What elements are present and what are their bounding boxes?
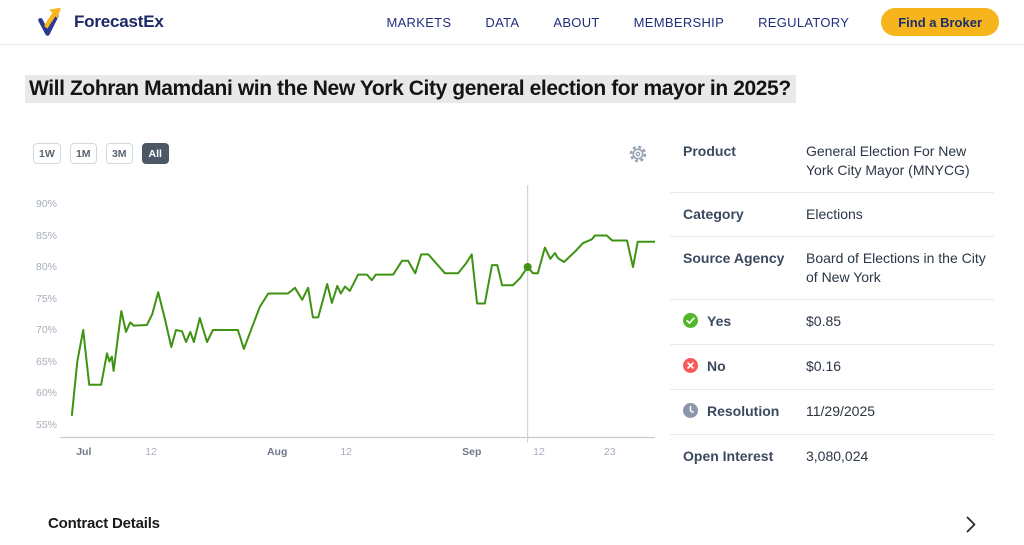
nav-item-about[interactable]: ABOUT <box>553 14 600 30</box>
row-value: 11/29/2025 <box>806 403 876 419</box>
x-tick-label-23: 23 <box>603 446 616 458</box>
info-row-no: No $0.16 <box>670 344 994 389</box>
price-line-series <box>70 234 655 416</box>
row-value: Elections <box>806 206 863 222</box>
gear-icon[interactable] <box>628 144 648 164</box>
row-label: Yes <box>683 312 806 332</box>
range-button-all[interactable]: All <box>141 143 169 164</box>
range-button-1m[interactable]: 1M <box>69 143 97 164</box>
nav-item-markets[interactable]: MARKETS <box>386 14 452 30</box>
info-row-yes: Yes $0.85 <box>670 299 994 344</box>
y-tick-label: 65% <box>35 355 57 368</box>
nav-item-membership[interactable]: MEMBERSHIP <box>633 14 725 30</box>
x-tick-label-12: 12 <box>533 446 545 458</box>
brand-name: ForecastEx <box>74 12 164 31</box>
row-label: Resolution <box>683 402 806 422</box>
row-label: No <box>683 357 806 377</box>
find-a-broker-button[interactable]: Find a Broker <box>881 8 999 36</box>
forecastex-logo-icon <box>38 7 61 36</box>
row-label: Product <box>683 143 736 159</box>
row-label: Source Agency <box>683 250 785 266</box>
nav-item-regulatory[interactable]: REGULATORY <box>758 14 850 30</box>
page-title: Will Zohran Mamdani win the New York Cit… <box>25 74 1015 104</box>
row-value: $0.85 <box>806 313 842 329</box>
y-tick-label: 55% <box>35 418 57 431</box>
y-tick-label: 90% <box>35 198 57 210</box>
contract-details-row[interactable]: Contract Details <box>0 510 1024 544</box>
info-row-resolution: Resolution 11/29/2025 <box>670 389 994 434</box>
y-tick-label: 85% <box>35 229 57 242</box>
row-value: General Election For New York City Mayor… <box>806 143 970 178</box>
row-value: 3,080,024 <box>806 448 869 464</box>
y-tick-label: 80% <box>35 261 57 273</box>
range-button-3m[interactable]: 3M <box>105 143 133 164</box>
brand-logo[interactable]: ForecastEx <box>36 6 164 38</box>
top-header: ForecastEx MARKETS DATA ABOUT MEMBERSHIP REG… <box>0 0 1024 45</box>
x-tick-label-aug: Aug <box>266 446 288 458</box>
x-circle-icon <box>683 357 698 377</box>
x-tick-label-sep: Sep <box>462 446 482 458</box>
x-tick-label-jul: Jul <box>76 446 92 458</box>
range-button-1w[interactable]: 1W <box>33 143 61 164</box>
hover-point-dot <box>523 263 532 271</box>
chart-plot-area[interactable] <box>60 185 655 451</box>
market-info-panel: Product General Election For New York Cit… <box>670 130 994 478</box>
info-row-product: Product General Election For New York Cit… <box>670 130 994 192</box>
row-label: Category <box>683 206 744 222</box>
y-tick-label: 60% <box>35 387 57 399</box>
row-label: Open Interest <box>683 448 774 464</box>
nav-item-data[interactable]: DATA <box>485 14 520 30</box>
row-value: $0.16 <box>806 358 842 374</box>
contract-details-label: Contract Details <box>48 515 160 532</box>
y-tick-label: 75% <box>35 292 57 305</box>
x-tick-label-12: 12 <box>145 446 157 458</box>
info-row-category: Category Elections <box>670 192 994 236</box>
check-circle-icon <box>683 312 698 332</box>
y-tick-label: 70% <box>35 324 57 336</box>
main-nav: MARKETS DATA ABOUT MEMBERSHIP REGULATORY <box>386 15 849 30</box>
time-range-controls: 1W 1M 3M All <box>33 143 169 164</box>
chevron-right-icon[interactable] <box>966 516 977 533</box>
price-chart: 90% 85% 80% 75% 70% 65% 60% 55% Jul 12 Aug 12 Sep 12… <box>33 185 655 465</box>
x-tick-label-12: 12 <box>340 446 353 458</box>
row-value: Board of Elections in the City of New Yo… <box>806 250 986 285</box>
info-row-source-agency: Source Agency Board of Elections in the C… <box>670 236 994 299</box>
info-row-open-interest: Open Interest 3,080,024 <box>670 434 994 478</box>
clock-icon <box>683 402 698 422</box>
